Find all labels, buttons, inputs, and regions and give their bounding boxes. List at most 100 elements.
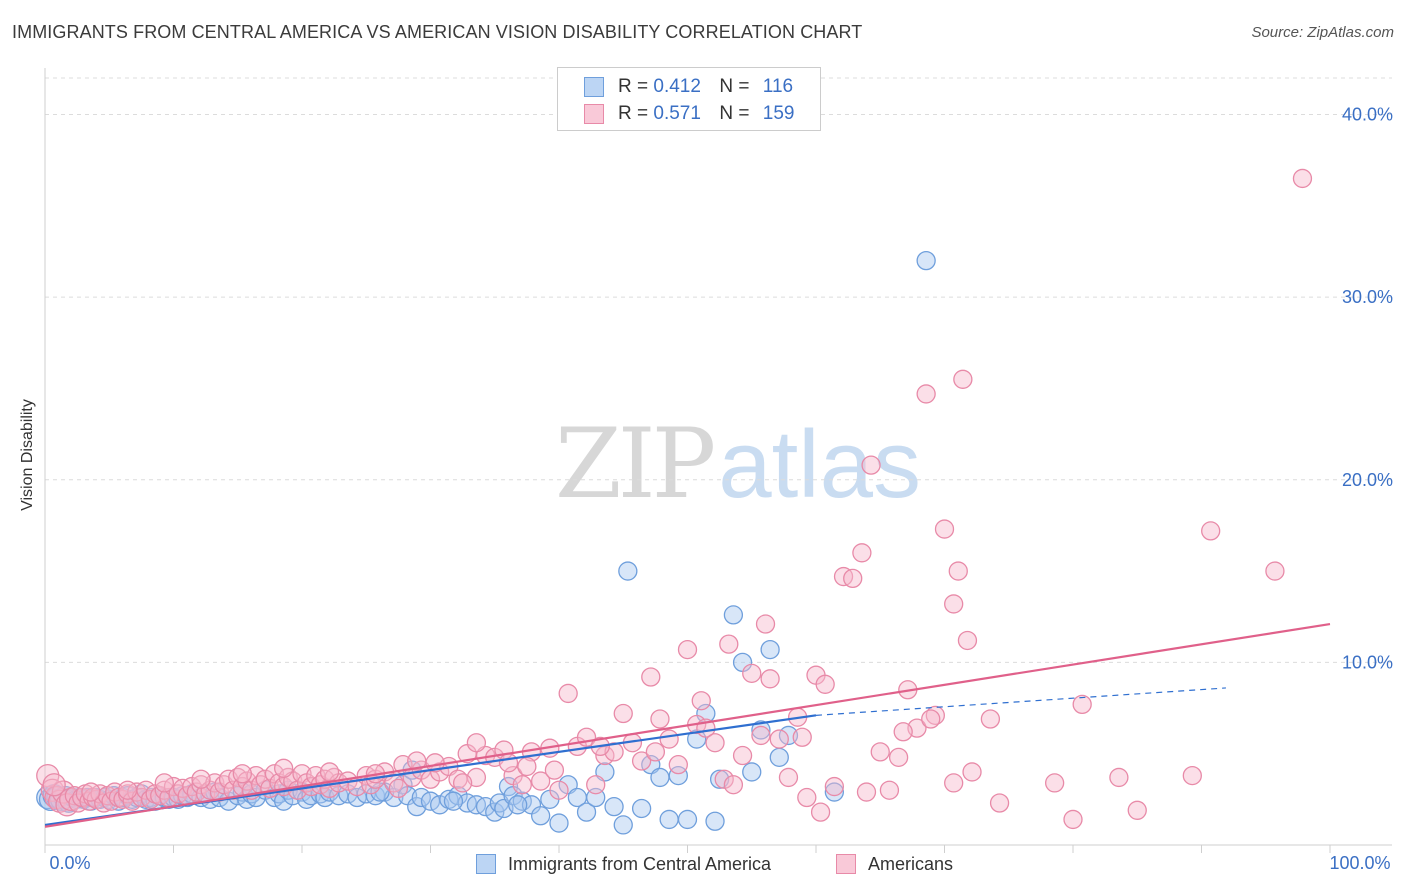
americans-point — [1201, 521, 1221, 541]
trend-line-immigrants-extension — [815, 687, 1226, 716]
immigrants-point — [677, 809, 698, 830]
y-tick-label: 20.0% — [1342, 470, 1393, 490]
americans-point — [466, 733, 487, 753]
americans-point — [544, 760, 565, 780]
y-tick-label: 10.0% — [1342, 652, 1393, 672]
americans-point — [944, 773, 964, 793]
americans-point — [1265, 561, 1285, 581]
bottom-legend-swatch-pink — [836, 854, 856, 874]
americans-point — [742, 663, 762, 683]
immigrants-point — [723, 605, 744, 625]
americans-point — [645, 742, 666, 762]
americans-point — [1109, 767, 1129, 788]
bottom-legend-immigrants: Immigrants from Central America — [476, 852, 771, 876]
immigrants-point — [604, 797, 624, 817]
americans-point — [916, 384, 936, 404]
grid — [45, 77, 1392, 663]
immigrants-point — [549, 813, 569, 833]
immigrants-point — [916, 250, 936, 271]
americans-point — [154, 773, 174, 793]
americans-point — [517, 756, 537, 777]
americans-point — [668, 754, 688, 775]
immigrants-point — [650, 767, 670, 788]
bottom-legend-label-immigrants: Immigrants from Central America — [508, 853, 772, 874]
americans-point — [824, 776, 845, 797]
americans-point — [953, 369, 973, 389]
immigrants-point — [659, 809, 679, 830]
legend-row-immigrants: R = 0.412 N = 116 — [584, 74, 793, 100]
americans-point — [558, 683, 578, 704]
immigrants-point — [751, 720, 771, 740]
immigrants-point — [668, 765, 688, 786]
americans-point — [948, 561, 968, 581]
immigrants-point — [824, 782, 845, 802]
americans-point — [861, 455, 881, 475]
americans-point — [659, 729, 679, 749]
x-tick-label: 100.0% — [1329, 853, 1390, 873]
immigrants-point — [769, 747, 789, 767]
immigrants-point — [530, 806, 551, 826]
americans-point — [273, 758, 294, 778]
americans-point — [613, 703, 633, 724]
immigrants-point — [618, 561, 638, 581]
bottom-legend-americans: Americans — [836, 852, 953, 876]
americans-point — [117, 780, 138, 800]
americans-point — [989, 793, 1010, 813]
americans-point — [691, 691, 711, 711]
americans-point — [512, 775, 532, 795]
americans-point — [879, 780, 900, 800]
y-tick-label: 30.0% — [1342, 287, 1393, 307]
americans-point — [755, 614, 776, 634]
bottom-legend-swatch-blue — [476, 854, 496, 874]
trend-lines — [44, 622, 1331, 828]
americans-point — [888, 747, 909, 767]
legend-row-americans: R = 0.571 N = 159 — [584, 101, 794, 127]
americans-point — [760, 669, 780, 689]
americans-point — [705, 733, 725, 753]
chart-title: IMMIGRANTS FROM CENTRAL AMERICA VS AMERI… — [12, 22, 863, 42]
correlation-legend: R = 0.412 N = 116 R = 0.571 N = 159 — [557, 67, 821, 131]
americans-point — [852, 543, 872, 563]
legend-n-label: N = — [719, 76, 750, 97]
americans-point — [81, 782, 101, 802]
americans-point — [893, 722, 913, 742]
americans-point — [1127, 800, 1147, 820]
axes — [44, 68, 1392, 853]
americans-point — [751, 725, 771, 746]
americans-point — [815, 674, 835, 694]
americans-point — [957, 630, 978, 651]
americans-point — [778, 767, 799, 788]
immigrants-point — [443, 791, 464, 811]
americans-point — [719, 634, 739, 654]
americans-point — [856, 782, 877, 802]
americans-point — [1182, 765, 1202, 786]
tick-labels: 10.0% 20.0% 30.0% 40.0% 0.0% 100.0% — [49, 105, 1393, 873]
y-tick-label: 40.0% — [1342, 105, 1393, 125]
americans-point — [732, 745, 753, 766]
americans-point — [843, 568, 863, 589]
americans-point — [944, 594, 964, 614]
americans-point — [1072, 694, 1092, 715]
legend-n-value: 116 — [762, 76, 794, 97]
americans-point — [191, 769, 211, 789]
americans-point — [677, 639, 698, 660]
legend-n-value: 159 — [762, 103, 795, 124]
americans-point — [641, 667, 661, 687]
americans-point — [769, 729, 789, 749]
bottom-legend-label-americans: Americans — [868, 853, 954, 874]
americans-point — [586, 775, 606, 795]
legend-swatch-pink — [584, 104, 604, 124]
legend-swatch-blue — [584, 77, 604, 97]
legend-n-label: N = — [719, 103, 750, 124]
americans-point — [921, 709, 941, 729]
americans-point — [631, 751, 652, 771]
legend-r-value: 0.412 — [653, 76, 701, 97]
americans-point — [232, 764, 252, 784]
americans-point — [530, 771, 551, 791]
americans-point — [1292, 168, 1313, 189]
americans-point — [810, 802, 831, 822]
legend-r-label: R = — [618, 76, 649, 97]
americans-point — [797, 787, 817, 808]
americans-point — [962, 762, 982, 782]
